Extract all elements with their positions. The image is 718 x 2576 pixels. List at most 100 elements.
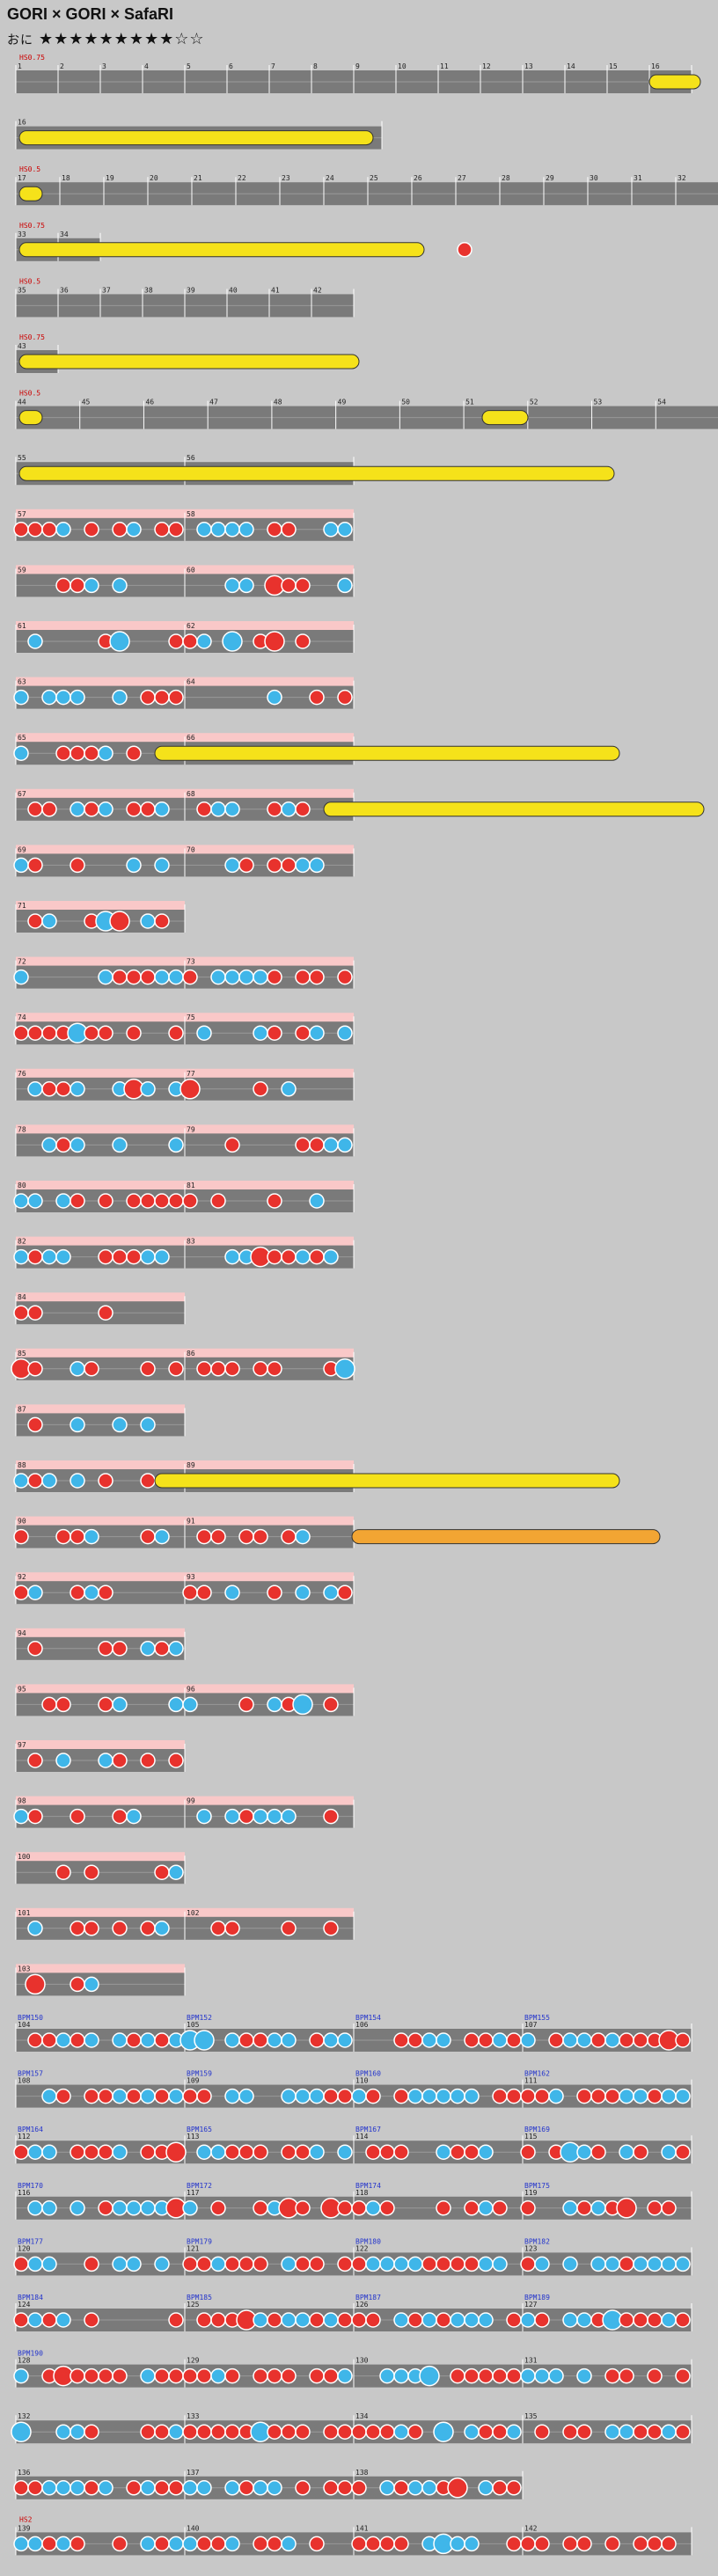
ka-note [464, 2536, 480, 2552]
don-note [619, 2256, 634, 2272]
don-note [238, 2256, 254, 2272]
measure-number: 45 [82, 399, 91, 406]
ka-note [224, 2536, 240, 2552]
don-note [140, 2424, 156, 2440]
don-note [407, 2312, 423, 2328]
drumroll-note [18, 130, 374, 146]
don-note [224, 1137, 240, 1153]
ka-note [55, 2424, 71, 2440]
don-note [675, 2424, 691, 2440]
measure-number: 55 [18, 454, 26, 462]
measure-number: 39 [187, 286, 195, 294]
ka-note [619, 2424, 634, 2440]
ka-note [393, 2424, 409, 2440]
don-note [84, 2312, 99, 2328]
don-note [154, 689, 170, 706]
don-note [506, 2480, 522, 2496]
don-note [13, 1528, 29, 1545]
don-note [393, 2536, 409, 2552]
ka-note [13, 1193, 29, 1209]
ka-note [337, 577, 353, 594]
don-note [224, 2424, 240, 2440]
ka-note [309, 2144, 325, 2160]
measure-number: 113 [187, 2133, 200, 2141]
measure-number: 126 [355, 2301, 369, 2309]
don-note [323, 2088, 339, 2104]
ka-note [41, 913, 57, 929]
don-note [281, 1248, 297, 1265]
ka-note [41, 1473, 57, 1489]
measure-number: 57 [18, 510, 26, 518]
don-note [365, 2424, 381, 2440]
don-note [309, 2536, 325, 2552]
ka-note [224, 857, 240, 874]
ka-note [196, 1808, 212, 1825]
ka-note [126, 1808, 142, 1825]
don-note [70, 1976, 85, 1993]
don-note [84, 2424, 99, 2440]
don-note [98, 2088, 114, 2104]
ka-note [238, 522, 254, 538]
measure-number: 117 [187, 2189, 200, 2197]
ka-note [27, 2312, 43, 2328]
measure-number: 99 [187, 1797, 195, 1805]
don-note [464, 2144, 480, 2160]
ka-note [27, 2536, 43, 2552]
ka-note [267, 1808, 282, 1825]
don-note [182, 633, 198, 649]
don-note [267, 2367, 282, 2384]
ka-note [27, 2256, 43, 2272]
ka-note [84, 577, 99, 594]
don-note [70, 1193, 85, 1209]
ka-note [70, 1416, 85, 1433]
measure-number: 15 [609, 62, 618, 70]
measure-number: 38 [144, 286, 153, 294]
ka-note [421, 2088, 437, 2104]
ka-note [337, 1137, 353, 1153]
don-note [323, 2367, 339, 2384]
don-note [253, 1528, 268, 1545]
ka-note [41, 1248, 57, 1265]
measure-number: 121 [187, 2244, 200, 2252]
don-note [13, 1305, 29, 1321]
bpm-label: BPM189 [524, 2294, 550, 2302]
ka-note [224, 969, 240, 985]
bpm-label: BPM175 [524, 2182, 550, 2190]
ka-note [450, 2312, 465, 2328]
don-note [41, 2536, 57, 2552]
ka-note [224, 2088, 240, 2104]
gogo-band [16, 1852, 185, 1863]
don-note [506, 2536, 522, 2552]
measure-number: 124 [18, 2301, 31, 2309]
measure-number: 31 [634, 174, 642, 182]
ka-note [55, 522, 71, 538]
don-note [309, 689, 325, 706]
don-note [506, 2088, 522, 2104]
don-note [98, 1641, 114, 1657]
don-note [140, 1528, 156, 1545]
ka-note [41, 1137, 57, 1153]
ka-note [421, 2312, 437, 2328]
don-note [337, 2312, 353, 2328]
ka-note [492, 2256, 508, 2272]
measure-number: 98 [18, 1797, 26, 1805]
don-note [447, 2477, 468, 2499]
don-note [210, 1361, 226, 1377]
ka-note [196, 633, 212, 649]
measure-number: 123 [524, 2244, 538, 2252]
drumroll-note [18, 410, 43, 426]
scroll-speed-label: HS0.5 [19, 165, 40, 173]
measure-number: 35 [18, 286, 26, 294]
measure-number: 58 [187, 510, 195, 518]
don-note [604, 2088, 620, 2104]
ka-note [562, 2200, 578, 2216]
ka-note [196, 2480, 212, 2496]
ka-note [323, 522, 339, 538]
bpm-label: BPM185 [187, 2294, 212, 2302]
ka-note [619, 2144, 634, 2160]
ka-note [98, 2480, 114, 2496]
ka-note [210, 969, 226, 985]
don-note [323, 1808, 339, 1825]
don-note [661, 2536, 677, 2552]
ka-note [323, 2032, 339, 2048]
